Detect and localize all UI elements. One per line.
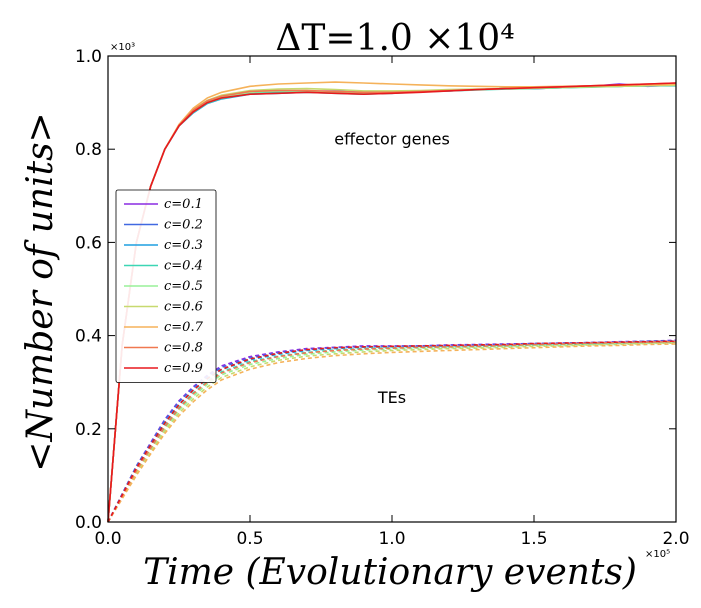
x-tick-label: 1.0 [378, 529, 405, 549]
plot-frame [107, 55, 677, 523]
legend-label: c=0.1 [164, 197, 203, 212]
y-tick-label: 0.2 [75, 420, 102, 440]
annotation-text: effector genes [334, 130, 450, 149]
annotation-text: TEs [377, 388, 406, 407]
legend-label: c=0.3 [164, 238, 203, 253]
y-tick-label: 1.0 [75, 47, 102, 67]
series-line-tes-c=0.6 [107, 342, 677, 523]
legend-box [115, 189, 217, 383]
x-axis-multiplier: ×10⁵ [645, 549, 670, 560]
x-tick-label: 1.5 [520, 529, 547, 549]
y-tick-label: 0.4 [75, 327, 102, 347]
x-tick-label: 0.5 [236, 529, 263, 549]
series-line-tes-c=0.8 [107, 340, 677, 523]
legend-label: c=0.9 [164, 361, 203, 376]
series-layer [107, 81, 677, 523]
series-line-tes-c=0.9 [107, 340, 677, 523]
annotations-layer: effector genes TEs [334, 130, 450, 408]
legend-label: c=0.5 [164, 279, 203, 294]
series-line-tes-c=0.7 [107, 343, 677, 523]
chart-title: ΔT=1.0 ×10⁴ [275, 18, 514, 59]
x-axis-label: Time (Evolutionary events) [143, 552, 637, 593]
ticks-layer: 0.0 0.5 1.0 1.5 2.0 0.0 0.2 0.4 0.6 0.8 1.0 [75, 47, 690, 549]
legend-label: c=0.7 [164, 320, 204, 335]
series-line-effector-c=0.9 [107, 82, 677, 523]
legend-label: c=0.2 [164, 218, 203, 233]
y-axis-multiplier: ×10³ [110, 42, 135, 53]
series-line-tes-c=0.5 [107, 341, 677, 523]
legend-label: c=0.4 [164, 259, 203, 274]
y-tick-label: 0.8 [75, 140, 102, 160]
legend-label: c=0.8 [164, 341, 203, 356]
y-tick-label: 0.6 [75, 233, 102, 253]
x-tick-label: 2.0 [662, 529, 689, 549]
y-tick-label: 0.0 [75, 513, 102, 533]
legend: c=0.1 c=0.2 c=0.3 c=0.4 c=0.5 c=0.6 c=0.7 c=0.8… [115, 189, 217, 383]
legend-label: c=0.6 [164, 300, 203, 315]
x-tick-label: 0.0 [94, 529, 121, 549]
y-axis-label: <Number of units> [20, 112, 61, 471]
